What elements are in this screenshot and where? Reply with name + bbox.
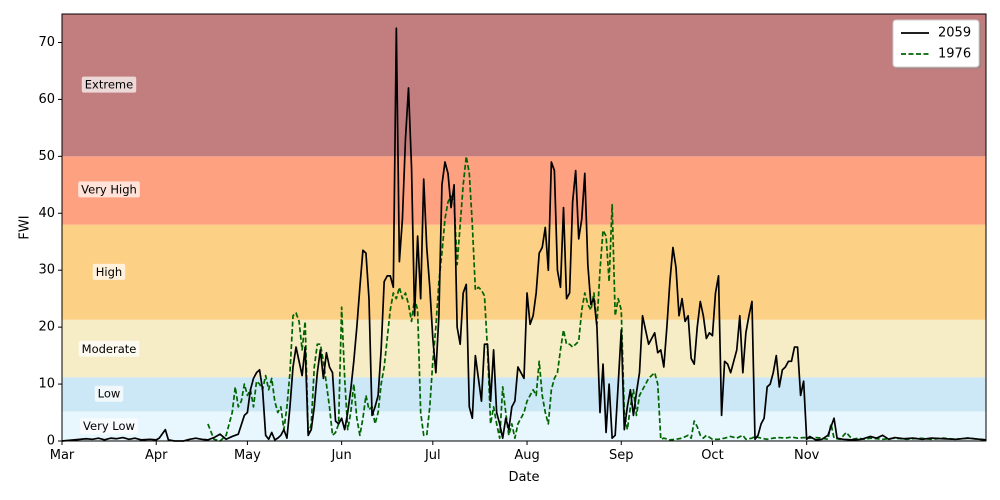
legend-box [892, 19, 980, 68]
danger-bands [62, 14, 986, 441]
band-label-bg [94, 385, 124, 402]
band-label-text: Moderate [82, 342, 137, 356]
band-very-low [62, 411, 986, 441]
y-tick-label: 20 [38, 320, 55, 335]
y-tick-label: 0 [47, 434, 55, 449]
legend-label-2059: 2059 [938, 26, 971, 41]
band-label-very-high: Very High [78, 181, 140, 198]
series-line-1976 [207, 155, 987, 442]
band-label-bg [81, 76, 137, 93]
y-tick-label: 70 [38, 35, 55, 50]
y-tick-label: 50 [38, 149, 55, 164]
band-label-very-low: Very Low [80, 418, 138, 435]
x-tick-label-mar: Mar [50, 448, 75, 463]
x-axis-label: Date [508, 470, 539, 485]
series-line-2059 [61, 27, 987, 442]
band-label-high: High [92, 263, 126, 280]
x-tick-label-oct: Oct [701, 448, 723, 463]
legend-label-1976: 1976 [938, 47, 971, 62]
y-axis-label: FWI [18, 215, 33, 239]
x-tick-label-apr: Apr [145, 448, 168, 463]
y-tick-label: 40 [38, 206, 55, 221]
series-lines [61, 27, 987, 442]
legend: 2059 1976 [892, 19, 981, 69]
y-tick-label: 60 [38, 92, 55, 107]
x-tick-label-jun: Jun [330, 448, 351, 463]
y-tick-label: 30 [38, 263, 55, 278]
band-label-text: Low [98, 387, 121, 401]
danger-band-labels: Very Low Low Moderate High Very High Extreme [78, 76, 140, 435]
x-tick-label-aug: Aug [514, 448, 539, 463]
x-axis-ticks: Mar Apr May Jun Jul Aug Sep Oct Nov [50, 441, 820, 463]
y-tick-label: 10 [38, 377, 55, 392]
plot-frame [61, 13, 987, 442]
band-high [62, 224, 986, 320]
band-label-moderate: Moderate [78, 340, 140, 357]
y-axis-ticks: 0 10 20 30 40 50 60 70 [38, 35, 62, 449]
band-label-text: Very High [81, 182, 137, 196]
band-label-low: Low [94, 385, 124, 402]
band-label-text: Very Low [83, 419, 135, 433]
band-label-text: Extreme [85, 78, 133, 92]
band-label-bg [80, 418, 138, 435]
x-tick-label-sep: Sep [609, 448, 634, 463]
band-label-extreme: Extreme [81, 76, 137, 93]
band-label-bg [78, 181, 140, 198]
band-extreme [62, 14, 986, 157]
x-tick-label-nov: Nov [794, 448, 820, 463]
band-very-high [62, 156, 986, 225]
band-label-bg [78, 340, 140, 357]
x-tick-label-jul: Jul [424, 448, 441, 463]
x-tick-label-may: May [234, 448, 261, 463]
band-low [62, 377, 986, 412]
band-label-bg [92, 263, 126, 280]
band-label-text: High [96, 265, 122, 279]
